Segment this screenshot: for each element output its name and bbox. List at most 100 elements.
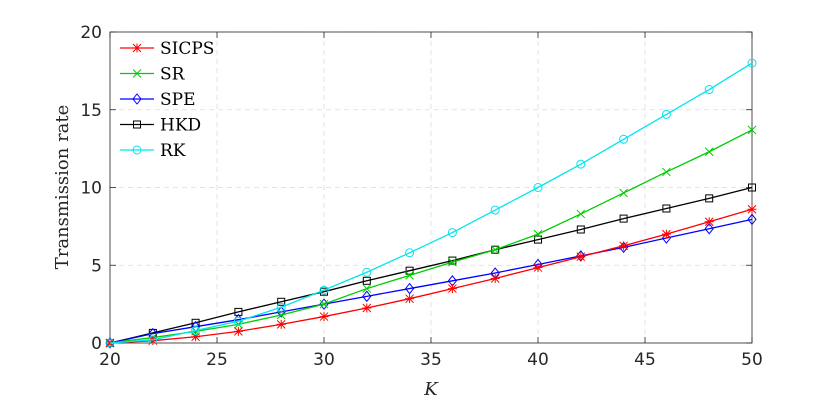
data-point — [662, 167, 671, 177]
data-point — [704, 222, 714, 235]
data-point — [619, 214, 628, 223]
x-tick-label: 40 — [527, 350, 549, 370]
series-line — [109, 218, 753, 344]
data-point — [319, 299, 329, 309]
data-point — [619, 134, 629, 144]
data-point — [576, 209, 586, 219]
x-tick-label: 45 — [634, 350, 656, 370]
data-point — [405, 248, 415, 258]
data-point — [191, 332, 201, 342]
legend-marker — [132, 145, 142, 155]
data-point — [704, 217, 714, 227]
y-tick-label: 15 — [80, 101, 102, 121]
data-point — [491, 245, 500, 254]
data-point — [105, 337, 115, 349]
legend-item: SICPS — [120, 39, 214, 59]
x-tick-label: 20 — [99, 350, 121, 370]
x-tick-label: 35 — [420, 350, 442, 370]
data-point — [662, 204, 671, 213]
legend-item: HKD — [120, 116, 201, 136]
y-tick-label: 10 — [80, 179, 102, 199]
data-point — [747, 125, 757, 135]
legend-label: SR — [160, 65, 186, 85]
legend-label: SICPS — [160, 39, 214, 59]
data-point — [404, 282, 415, 295]
data-point — [448, 257, 457, 267]
legend-label: SPE — [160, 90, 196, 110]
data-point — [534, 235, 542, 244]
data-point — [619, 188, 628, 198]
data-point — [747, 204, 757, 214]
y-tick-label: 0 — [91, 334, 102, 354]
data-point — [233, 326, 243, 336]
data-point — [362, 303, 372, 313]
data-point — [362, 276, 371, 285]
data-point — [319, 312, 329, 322]
data-point — [576, 225, 585, 234]
legend-label: RK — [160, 141, 186, 161]
data-point — [405, 266, 414, 275]
data-point — [747, 213, 757, 226]
data-point — [576, 252, 586, 262]
legend-item: SPE — [120, 90, 196, 110]
data-point — [661, 109, 671, 119]
series-line — [109, 186, 753, 344]
legend-label: HKD — [160, 116, 201, 136]
y-axis-title: Transmission rate — [52, 105, 73, 270]
data-point — [748, 183, 756, 192]
data-point — [533, 263, 543, 273]
axis-ticks: 20 25 30 35 40 45 50 0 5 10 15 20 — [80, 23, 762, 370]
data-point — [747, 58, 757, 68]
data-point — [362, 267, 372, 277]
data-point — [276, 310, 286, 320]
data-point — [704, 147, 714, 157]
data-point — [319, 298, 329, 310]
data-point — [447, 284, 457, 294]
data-point — [276, 302, 286, 312]
data-point — [490, 273, 500, 283]
data-point — [191, 326, 201, 336]
data-point — [105, 338, 115, 348]
series-line — [109, 62, 753, 344]
x-tick-label: 25 — [206, 350, 228, 370]
data-point — [619, 241, 629, 251]
x-tick-label: 50 — [741, 350, 763, 370]
y-tick-label: 20 — [80, 23, 102, 43]
data-point — [533, 183, 543, 192]
data-point — [148, 335, 158, 345]
y-tick-label: 5 — [91, 256, 102, 276]
data-point — [447, 228, 457, 238]
data-point — [362, 290, 372, 303]
legend-item: RK — [120, 141, 186, 161]
data-point — [704, 85, 714, 95]
legend-marker — [132, 43, 142, 53]
legend-marker — [133, 120, 141, 129]
legend-marker — [132, 69, 142, 78]
series-rk — [105, 58, 757, 348]
series-hkd — [106, 183, 756, 347]
series-sicps — [105, 204, 757, 348]
data-point — [276, 319, 286, 329]
data-point — [319, 285, 329, 295]
data-point — [533, 229, 543, 239]
data-point — [576, 159, 586, 169]
data-point — [277, 297, 286, 306]
legend-marker — [132, 93, 142, 105]
data-point — [661, 229, 671, 239]
data-point — [405, 271, 414, 280]
x-tick-label: 30 — [313, 350, 335, 370]
legend-item: SR — [120, 65, 186, 85]
grid-lines — [109, 31, 753, 344]
data-point — [405, 294, 415, 304]
legend: SICPS SR SPE HKD RK — [120, 39, 214, 161]
data-point — [233, 316, 243, 326]
series-line — [109, 208, 753, 344]
data-point — [362, 284, 372, 293]
data-point — [490, 205, 500, 215]
series-line — [109, 129, 753, 344]
data-series — [105, 58, 757, 349]
data-point — [490, 245, 500, 255]
data-point — [148, 336, 158, 346]
x-axis-title: K — [423, 379, 439, 400]
